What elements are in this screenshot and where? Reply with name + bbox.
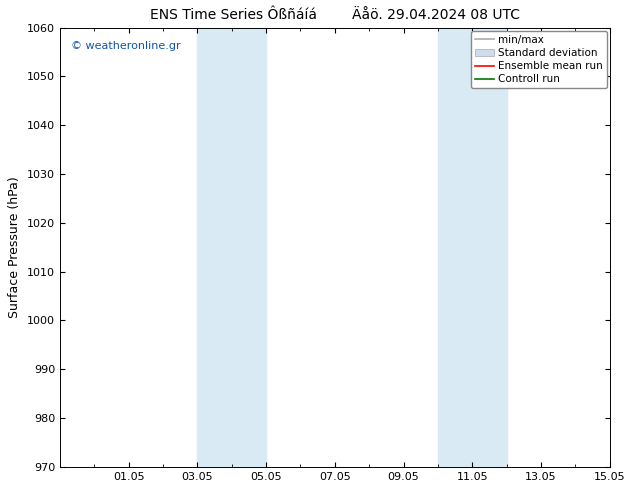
Bar (438, 27, 507, 467)
Bar (197, 27, 266, 467)
Text: © weatheronline.gr: © weatheronline.gr (71, 41, 181, 51)
Legend: min/max, Standard deviation, Ensemble mean run, Controll run: min/max, Standard deviation, Ensemble me… (470, 31, 607, 89)
Y-axis label: Surface Pressure (hPa): Surface Pressure (hPa) (8, 176, 22, 318)
Title: ENS Time Series Ôßñáíá        Äåö. 29.04.2024 08 UTC: ENS Time Series Ôßñáíá Äåö. 29.04.2024 0… (150, 8, 520, 23)
